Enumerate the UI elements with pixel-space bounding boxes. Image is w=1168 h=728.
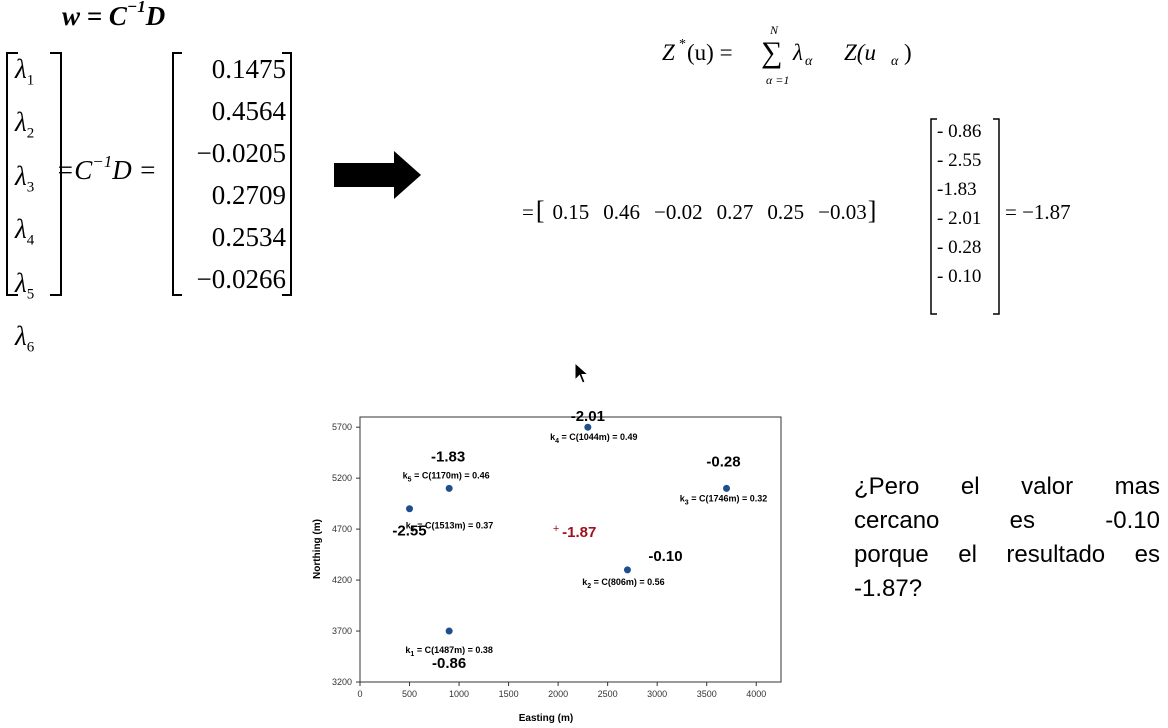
kriging-formula: Z * (u) = N ∑ α =1 λ α Z(u α ): [662, 23, 912, 87]
point-value-label: -0.28: [706, 453, 740, 470]
data-point: [584, 423, 592, 431]
lambda-entry: λ5: [15, 267, 35, 302]
column-value: - 2.01: [937, 208, 982, 229]
point-covariance-label: k1 = C(1487m) = 0.38: [405, 645, 492, 658]
question-line: -1.87?: [854, 575, 923, 602]
kriging-scatter-chart: 3200 3700 4200 4700 5200 5700 0 500 1000 1500 200…: [312, 408, 782, 724]
x-tick-label: 2500: [598, 689, 618, 699]
formula-z: Z(u: [844, 40, 876, 65]
y-tick-label: 4200: [332, 575, 352, 585]
point-covariance-label: k5 = C(1170m) = 0.46: [403, 470, 490, 483]
y-tick-label: 3700: [332, 626, 352, 636]
formula-lambda-sub: α: [805, 54, 813, 69]
formula-sum-sign: ∑: [761, 36, 782, 69]
point-covariance-label: k3 = C(1746m) = 0.32: [680, 493, 767, 506]
column-value: - 0.28: [937, 237, 982, 258]
lambda-entry: λ6: [15, 320, 35, 356]
weight-row-vector: =[0.15 0.46 −0.02 0.27 0.25 −0.03]: [522, 196, 877, 225]
lambda-vector-brackets: [6, 52, 62, 296]
column-value: - 0.86: [937, 121, 982, 142]
point-value-label: -0.86: [432, 655, 466, 672]
weight-value: −0.0205: [196, 138, 286, 168]
weight-value: 0.2534: [211, 222, 286, 252]
y-tick-label: 3200: [332, 677, 352, 687]
data-point: [723, 484, 731, 492]
point-value-label: -2.55: [392, 523, 426, 540]
x-axis-label: Easting (m): [519, 713, 573, 724]
point-value-label: -0.10: [648, 548, 682, 565]
y-axis: 3200 3700 4200 4700 5200 5700: [332, 422, 360, 687]
formula-lhs-arg: (u) =: [687, 40, 733, 65]
question-text: ¿Pero el valor mas cercano es -0.10 porq…: [854, 470, 1160, 606]
row-value: 0.25: [767, 200, 805, 224]
x-tick-label: 3000: [647, 689, 667, 699]
lambda-entry: λ4: [15, 214, 35, 249]
y-tick-label: 5700: [332, 422, 352, 432]
question-line: porque el resultado es: [854, 541, 1160, 568]
row-value: −0.02: [654, 200, 703, 224]
row-value: −0.03: [818, 200, 867, 224]
weight-value: −0.0266: [196, 264, 286, 294]
lambda-vector: λ1 λ2 λ3 λ4 λ5 λ6: [15, 48, 34, 368]
x-tick-label: 0: [357, 689, 362, 699]
plot-area: [359, 416, 782, 683]
sample-column-vector: - 0.86 - 2.55 -1.83 - 2.01 - 0.28 - 0.10: [937, 117, 981, 291]
x-tick-label: 1000: [449, 689, 469, 699]
formula-close: ): [904, 40, 912, 65]
y-axis-label: Northing (m): [312, 519, 323, 579]
data-point: [445, 627, 453, 635]
weight-value: 0.2709: [211, 180, 286, 210]
mouse-cursor-icon: [574, 362, 590, 384]
question-line: cercano es -0.10: [854, 507, 1160, 534]
point-covariance-label: k6 = C(1513m) = 0.37: [406, 521, 493, 534]
x-tick-label: 3500: [697, 689, 717, 699]
eq-title-sup: −1: [126, 0, 146, 16]
eq-title-tail: D: [145, 1, 166, 31]
result-value: = −1.87: [1005, 200, 1071, 224]
row-prefix: =: [522, 200, 534, 224]
question-line: ¿Pero el valor mas: [854, 473, 1160, 500]
y-tick-label: 5200: [332, 473, 352, 483]
column-value: - 2.55: [937, 150, 982, 171]
formula-lambda: λ: [792, 40, 803, 65]
point-value-label: -1.83: [431, 448, 465, 465]
point-covariance-label: k4 = C(1044m) = 0.49: [550, 432, 637, 445]
x-tick-label: 1500: [499, 689, 519, 699]
data-point: [623, 566, 631, 574]
formula-z-sub: α: [891, 54, 899, 69]
column-value: -1.83: [937, 179, 977, 200]
equation-title: w = C−1D: [62, 0, 165, 32]
weight-value: 0.4564: [211, 96, 286, 126]
equation-middle: =C−1D =: [56, 152, 157, 185]
x-axis: 0 500 1000 1500 2000 2500 3000 3500 4000: [357, 682, 766, 699]
lambda-entry: λ2: [15, 107, 35, 142]
sample-column-brackets: [930, 118, 1000, 315]
lambda-entry: λ3: [15, 160, 35, 196]
row-value: 0.15: [552, 200, 590, 224]
eq-title-base: w = C: [62, 1, 127, 31]
weight-vector: 0.1475 0.4564 −0.0205 0.2709 0.2534 −0.0…: [180, 48, 286, 300]
formula-sum-bottom: α =1: [766, 73, 789, 87]
point-covariance-label: k2 = C(806m) = 0.56: [582, 577, 664, 590]
lambda-entry: λ1: [15, 54, 35, 89]
weight-value: 0.1475: [211, 54, 286, 84]
right-arrow-icon: [334, 151, 421, 199]
row-value: 0.27: [716, 200, 754, 224]
formula-lhs-star: *: [679, 37, 686, 52]
x-tick-label: 500: [402, 689, 417, 699]
estimate-marker: +: [553, 523, 559, 535]
formula-lhs-z: Z: [662, 40, 675, 65]
x-tick-label: 2000: [548, 689, 568, 699]
row-value: 0.46: [603, 200, 641, 224]
formula-sum-top: N: [769, 23, 779, 37]
data-point: [445, 484, 453, 492]
column-value: - 0.10: [937, 266, 982, 287]
estimate-value-label: -1.87: [562, 524, 596, 541]
x-tick-label: 4000: [746, 689, 766, 699]
weight-vector-brackets: [172, 52, 292, 296]
data-point: [406, 505, 414, 513]
y-tick-label: 4700: [332, 524, 352, 534]
point-value-label: -2.01: [571, 408, 605, 425]
